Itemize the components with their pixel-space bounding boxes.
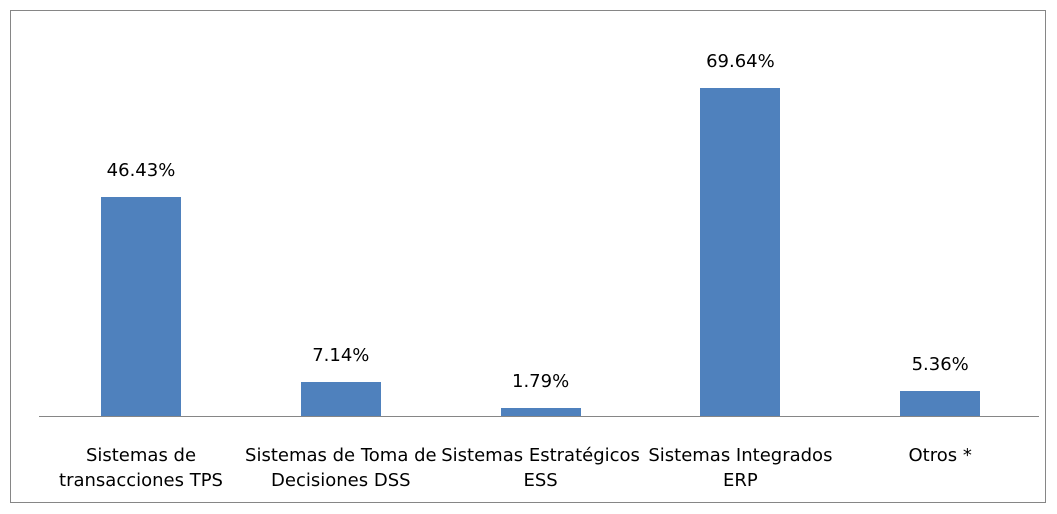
data-label: 1.79% [512,370,570,392]
data-label: 5.36% [911,353,969,375]
data-label: 69.64% [706,50,775,72]
chart: 46.43% Sistemas de transacciones TPS 7.14%… [10,10,1046,503]
x-tick-label: Sistemas Integrados ERP [648,445,833,491]
x-tick-label: Sistemas de Toma de Decisiones DSS [245,445,437,491]
bar [700,87,781,416]
x-tick-label: Otros * [908,445,972,466]
data-label: 7.14% [312,345,370,367]
data-label: 46.43% [106,160,176,182]
bar [500,407,581,416]
bar [300,382,381,416]
x-tick-label: Sistemas Estratégicos ESS [441,445,640,491]
bar [900,390,981,416]
bar [101,197,181,416]
x-tick-label: Sistemas de transacciones TPS [59,445,223,491]
x-axis [39,416,1039,417]
